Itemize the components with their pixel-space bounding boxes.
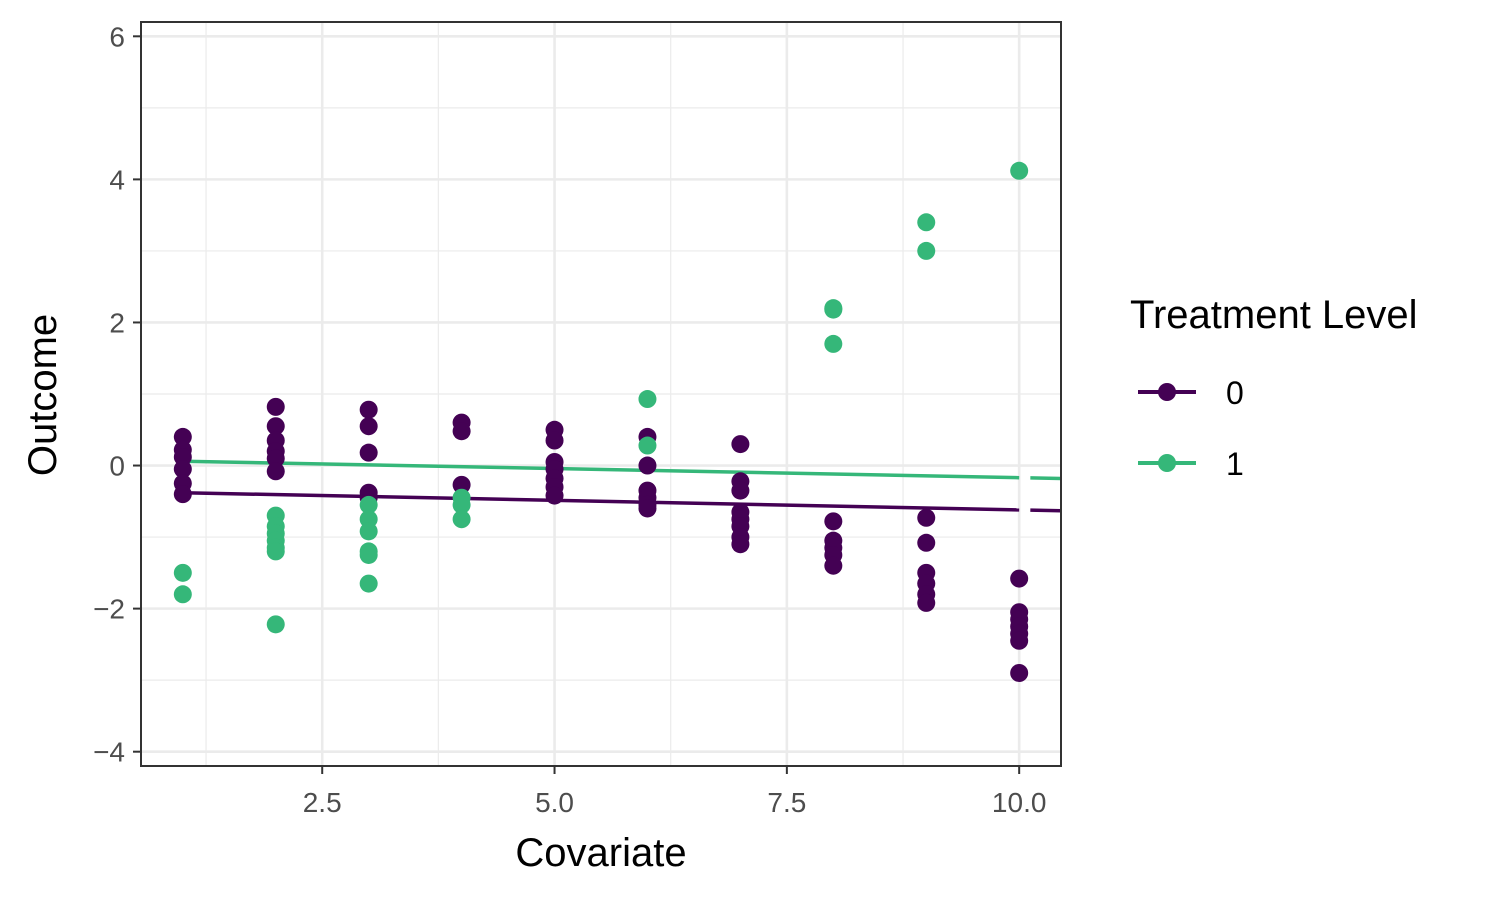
- point-series-1: [1010, 161, 1029, 180]
- point-series-0: [917, 508, 936, 527]
- point-series-0: [731, 481, 750, 500]
- point-series-0: [638, 456, 657, 475]
- point-series-1: [638, 390, 657, 409]
- point-series-0: [731, 535, 750, 554]
- point-series-1: [452, 495, 471, 514]
- legend-label-1: 1: [1226, 446, 1244, 482]
- plot-border: [140, 21, 1062, 767]
- point-series-0: [173, 485, 192, 504]
- point-series-0: [917, 593, 936, 612]
- x-axis-title: Covariate: [515, 831, 686, 875]
- y-tick-label: 4: [109, 164, 125, 195]
- y-tick-label: −2: [93, 594, 125, 625]
- point-series-1: [266, 542, 285, 561]
- trend-lines: [182, 459, 1062, 513]
- point-series-1: [359, 574, 378, 593]
- point-series-0: [824, 556, 843, 575]
- point-series-1: [173, 563, 192, 582]
- legend-entry-0: 0: [1138, 375, 1244, 411]
- point-series-0: [545, 431, 564, 450]
- point-series-0: [731, 435, 750, 454]
- point-series-0: [1010, 631, 1029, 650]
- point-series-1: [359, 495, 378, 514]
- trend-extension-0: [1030, 508, 1062, 513]
- point-series-0: [359, 443, 378, 462]
- point-series-1: [917, 241, 936, 260]
- x-axis: 2.5 5.0 7.5 10.0: [303, 766, 1047, 818]
- trend-line-0: [182, 490, 1020, 512]
- point-series-1: [638, 436, 657, 455]
- y-tick-label: −4: [93, 737, 125, 768]
- legend-label-0: 0: [1226, 375, 1244, 411]
- trend-extension-1: [1030, 476, 1062, 481]
- point-series-0: [1010, 569, 1029, 588]
- legend-title: Treatment Level: [1130, 293, 1418, 337]
- minor-gridlines: [141, 22, 1061, 766]
- legend-key-point-1: [1158, 454, 1176, 472]
- legend: Treatment Level 0 1: [1130, 293, 1418, 482]
- point-series-1: [359, 522, 378, 541]
- point-series-0: [266, 397, 285, 416]
- point-series-0: [266, 462, 285, 481]
- point-series-1: [173, 585, 192, 604]
- point-series-0: [266, 449, 285, 468]
- legend-key-point-0: [1158, 383, 1176, 401]
- y-axis: −4 −2 0 2 4 6: [93, 21, 141, 768]
- point-series-1: [917, 213, 936, 232]
- trend-line-1: [182, 459, 1020, 480]
- point-series-1: [452, 510, 471, 529]
- point-series-1: [824, 300, 843, 319]
- legend-entry-1: 1: [1138, 446, 1244, 482]
- x-tick-label: 2.5: [303, 787, 342, 818]
- point-series-0: [359, 400, 378, 419]
- point-series-0: [638, 499, 657, 518]
- point-series-0: [1010, 664, 1029, 682]
- point-series-0: [917, 533, 936, 552]
- point-series-0: [545, 486, 564, 505]
- point-series-0: [359, 417, 378, 436]
- point-series-0: [824, 512, 843, 531]
- y-tick-label: 0: [109, 451, 125, 482]
- y-axis-title: Outcome: [21, 314, 65, 476]
- x-tick-label: 7.5: [767, 787, 806, 818]
- point-series-0: [452, 422, 471, 441]
- point-series-1: [824, 334, 843, 353]
- x-tick-label: 10.0: [992, 787, 1047, 818]
- point-series-1: [359, 545, 378, 564]
- point-series-0: [452, 475, 471, 494]
- point-series-0: [173, 460, 192, 479]
- y-tick-label: 6: [109, 21, 125, 52]
- point-series-0: [266, 417, 285, 436]
- x-tick-label: 5.0: [535, 787, 574, 818]
- point-series-1: [266, 615, 285, 634]
- y-tick-label: 2: [109, 307, 125, 338]
- data-points: [173, 161, 1029, 682]
- point-series-0: [173, 427, 192, 446]
